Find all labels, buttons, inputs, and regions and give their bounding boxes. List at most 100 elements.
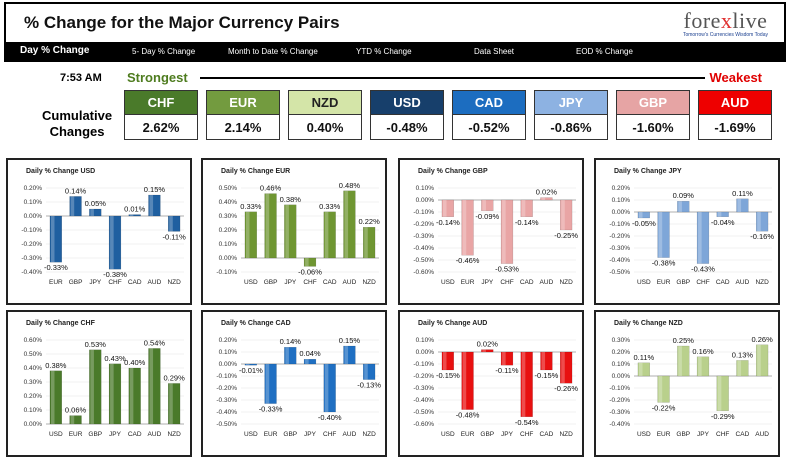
y-tick-label: 0.50%	[219, 185, 238, 192]
nav-day-change[interactable]: Day % Change	[20, 45, 90, 56]
bar-jpy	[303, 359, 317, 365]
nav-eod-change[interactable]: EOD % Change	[576, 47, 633, 56]
chart-panel: Daily % Change NZD -0.40% -0.30% -0.20% -0.1…	[594, 310, 780, 457]
bar-eur	[49, 215, 62, 263]
x-tick-label: GBP	[264, 279, 278, 286]
data-label: 0.15%	[144, 185, 166, 194]
bar-highlight	[285, 347, 289, 364]
bar-highlight	[265, 193, 270, 258]
data-label: 0.48%	[339, 181, 361, 190]
data-label: -0.09%	[475, 212, 499, 221]
chart-title: Daily % Change CHF	[26, 320, 95, 327]
nav-5day-change[interactable]: 5- Day % Change	[132, 47, 196, 56]
bar-chf	[108, 215, 122, 270]
currency-box-aud: AUD -1.69%	[698, 90, 772, 140]
bar-usd	[441, 351, 454, 371]
bar-highlight	[678, 346, 682, 376]
bar-usd	[441, 199, 454, 217]
y-tick-label: -0.10%	[609, 221, 630, 228]
data-label: -0.14%	[436, 218, 460, 227]
bar-highlight	[561, 352, 565, 384]
bar-nzd	[168, 383, 181, 425]
y-tick-label: -0.40%	[216, 409, 237, 416]
bar-highlight	[757, 212, 761, 232]
bar-gbp	[69, 196, 82, 217]
bar-jpy	[500, 351, 514, 366]
x-tick-label: USD	[49, 431, 63, 438]
bar-aud	[540, 197, 553, 201]
y-tick-label: -0.10%	[413, 361, 434, 368]
bar-highlight	[90, 349, 94, 424]
bar-chf	[696, 211, 710, 264]
bar-highlight	[110, 363, 114, 424]
x-tick-label: GBP	[69, 279, 83, 286]
bar-gbp	[264, 193, 277, 259]
y-tick-label: -0.50%	[609, 269, 630, 276]
bar-highlight	[462, 352, 467, 410]
bar-chf	[500, 199, 514, 264]
x-tick-label: GBP	[283, 431, 297, 438]
page-title: % Change for the Major Currency Pairs	[24, 13, 340, 32]
x-tick-label: JPY	[109, 431, 122, 438]
nav-data-sheet[interactable]: Data Sheet	[474, 47, 515, 56]
y-tick-label: 0.00%	[612, 209, 631, 216]
bar-highlight	[698, 356, 702, 376]
y-tick-label: -0.20%	[21, 241, 42, 248]
y-tick-label: 0.30%	[219, 213, 238, 220]
chart-panel: Daily % Change GBP -0.60% -0.50% -0.40% -0.3…	[398, 158, 584, 305]
y-tick-label: 0.10%	[219, 241, 238, 248]
data-label: 0.38%	[45, 361, 67, 370]
x-tick-label: CHF	[500, 279, 513, 286]
x-tick-label: USD	[244, 431, 258, 438]
bar-chart: 0.00% 0.10% 0.20% 0.30% 0.40% 0.50% 0.60% 0.38%…	[24, 337, 186, 438]
x-tick-label: JPY	[501, 431, 514, 438]
nav-month-to-date[interactable]: Month to Date % Change	[228, 47, 318, 56]
nav-ytd-change[interactable]: YTD % Change	[356, 47, 412, 56]
bar-chf	[323, 363, 336, 413]
bar-highlight	[110, 216, 114, 270]
bar-jpy	[481, 199, 494, 212]
bar-usd	[637, 362, 650, 377]
bar-eur	[657, 211, 670, 258]
y-tick-label: -0.50%	[413, 409, 434, 416]
data-label: 0.04%	[299, 349, 321, 358]
data-label: -0.25%	[554, 231, 578, 240]
bar-nzd	[560, 351, 573, 384]
x-tick-label: EUR	[657, 431, 671, 438]
x-tick-label: CAD	[736, 431, 750, 438]
data-label: -0.13%	[357, 381, 381, 390]
x-tick-label: JPY	[304, 431, 317, 438]
currency-code: GBP	[617, 91, 689, 115]
bar-aud	[756, 344, 769, 377]
bar-aud	[148, 194, 161, 217]
bar-gbp	[481, 349, 494, 353]
bar-cad	[736, 360, 749, 377]
bar-chart: -0.40%-0.30%-0.20%-0.10%0.00%0.10%0.20%0…	[609, 335, 773, 438]
x-tick-label: JPY	[697, 431, 710, 438]
bar-highlight	[638, 362, 643, 376]
data-label: -0.46%	[456, 256, 480, 265]
bar-highlight	[169, 383, 173, 424]
chart-title: Daily % Change CAD	[221, 320, 291, 327]
x-tick-label: AUD	[343, 431, 357, 438]
y-tick-label: -0.20%	[413, 373, 434, 380]
x-tick-label: NZD	[362, 279, 376, 286]
forexlive-logo[interactable]: forexlive Tomorrow's Currencies Wisdom T…	[683, 8, 768, 38]
currency-box-jpy: JPY -0.86%	[534, 90, 608, 140]
data-label: 0.06%	[65, 406, 87, 415]
data-label: 0.14%	[65, 186, 87, 195]
bar-gbp	[284, 347, 297, 365]
bar-usd	[244, 211, 257, 259]
x-tick-label: EUR	[264, 431, 278, 438]
data-label: -0.48%	[456, 411, 480, 420]
x-tick-label: CHF	[108, 279, 121, 286]
bar-highlight	[541, 352, 546, 370]
data-label: 0.13%	[732, 350, 754, 359]
y-tick-label: -0.10%	[609, 385, 630, 392]
y-tick-label: 0.20%	[24, 185, 43, 192]
y-tick-label: 0.10%	[24, 407, 43, 414]
y-tick-label: -0.50%	[413, 257, 434, 264]
y-tick-label: 0.20%	[219, 227, 238, 234]
chart-title: Daily % Change AUD	[418, 320, 488, 327]
bar-highlight	[502, 200, 506, 264]
